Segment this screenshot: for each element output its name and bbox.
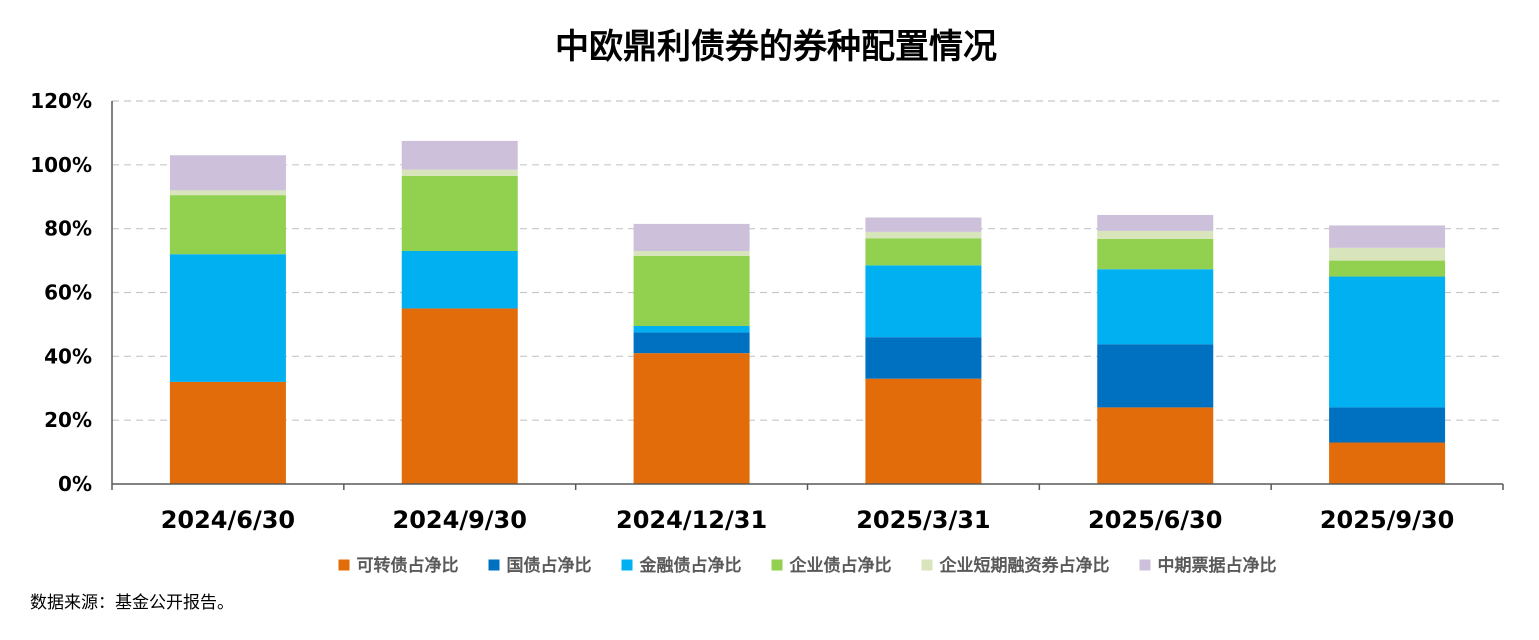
- bar-segment: [169, 190, 286, 196]
- legend-label: 可转债占净比: [357, 555, 459, 576]
- legend-item: 金融债占净比: [621, 555, 742, 576]
- x-axis-ticks: 2024/6/30 2024/9/30 2024/12/31 2025/3/31 202…: [161, 506, 1455, 534]
- legend-label: 企业短期融资券占净比: [939, 555, 1110, 576]
- bar-segment: [865, 378, 982, 484]
- bar-segment: [1097, 407, 1214, 484]
- x-tick-label: 2024/12/31: [616, 506, 767, 534]
- bar-segment: [633, 326, 750, 333]
- chart-title: 中欧鼎利债券的券种配置情况: [555, 27, 997, 67]
- legend: 可转债占净比 国债占净比 金融债占净比 企业债占净比 企业短期融资券占净比 中期票据占净比: [338, 555, 1277, 576]
- bars: [169, 140, 1446, 484]
- legend-item: 可转债占净比: [338, 555, 459, 576]
- bar-segment: [1329, 225, 1446, 248]
- y-tick-label: 20%: [44, 408, 92, 432]
- bar-segment: [865, 217, 982, 232]
- bar-segment: [169, 155, 286, 191]
- bar-segment: [169, 381, 286, 484]
- legend-item: 中期票据占净比: [1139, 555, 1277, 576]
- bar-segment: [1097, 238, 1214, 270]
- x-tick-label: 2025/6/30: [1088, 506, 1222, 534]
- bar-segment: [401, 308, 518, 484]
- x-tick-label: 2024/9/30: [393, 506, 527, 534]
- legend-swatch: [338, 559, 350, 571]
- x-tick-label: 2025/3/31: [856, 506, 990, 534]
- legend-label: 国债占净比: [507, 555, 592, 576]
- gridlines: [111, 100, 1503, 484]
- x-axis: [111, 483, 1504, 490]
- bar-segment: [633, 223, 750, 252]
- legend-swatch: [771, 559, 783, 571]
- bar-segment: [865, 265, 982, 338]
- legend-swatch: [488, 559, 500, 571]
- bar-segment: [1097, 344, 1214, 408]
- bar-segment: [1097, 214, 1214, 231]
- bar-segment: [401, 140, 518, 170]
- y-tick-label: 0%: [58, 472, 92, 496]
- legend-swatch: [621, 559, 633, 571]
- x-tick-label: 2024/6/30: [161, 506, 295, 534]
- legend-label: 企业债占净比: [789, 555, 892, 576]
- bar-segment: [865, 238, 982, 266]
- bar-segment: [633, 251, 750, 256]
- legend-label: 金融债占净比: [639, 555, 742, 576]
- bar-segment: [1329, 260, 1446, 277]
- legend-label: 中期票据占净比: [1158, 555, 1277, 576]
- bar-segment: [865, 231, 982, 239]
- bar-segment: [1329, 407, 1446, 443]
- bar-segment: [1329, 442, 1446, 484]
- legend-swatch: [921, 559, 933, 571]
- bar-segment: [1329, 276, 1446, 408]
- y-tick-label: 40%: [44, 344, 92, 368]
- bar-segment: [633, 353, 750, 484]
- bar-segment: [169, 254, 286, 382]
- y-tick-label: 120%: [30, 89, 92, 113]
- y-axis-ticks: 0% 20% 40% 60% 80% 100% 120%: [30, 89, 92, 496]
- bar-segment: [865, 337, 982, 379]
- bar-segment: [633, 255, 750, 327]
- y-tick-label: 80%: [44, 217, 92, 241]
- y-tick-label: 100%: [30, 153, 92, 177]
- bar-segment: [633, 332, 750, 354]
- bar-segment: [401, 176, 518, 252]
- y-tick-label: 60%: [44, 281, 92, 305]
- x-tick-label: 2025/9/30: [1320, 506, 1454, 534]
- bar-segment: [1097, 230, 1214, 239]
- bar-segment: [169, 195, 286, 255]
- legend-swatch: [1139, 559, 1151, 571]
- bar-segment: [401, 169, 518, 177]
- legend-item: 企业债占净比: [771, 555, 892, 576]
- bar-segment: [1097, 269, 1214, 345]
- bar-segment: [1329, 247, 1446, 261]
- legend-item: 企业短期融资券占净比: [921, 555, 1110, 576]
- source-note: 数据来源：基金公开报告。: [30, 593, 234, 613]
- legend-item: 国债占净比: [488, 555, 592, 576]
- bar-segment: [401, 251, 518, 309]
